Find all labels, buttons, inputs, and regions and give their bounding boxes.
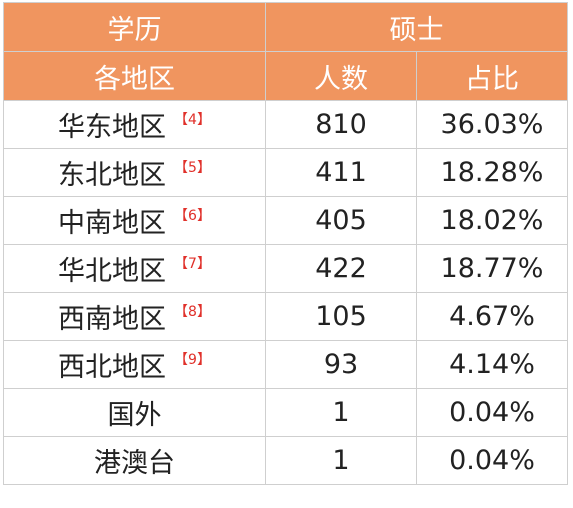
region-name: 华东地区 — [58, 112, 167, 143]
reference-marker: 【4】 — [174, 112, 211, 128]
table-row: 中南地区 【6】 405 18.02% — [3, 196, 568, 245]
count-cell: 405 — [265, 196, 417, 245]
reference-marker: 【6】 — [174, 208, 211, 224]
region-cell: 西南地区 【8】 — [3, 292, 266, 341]
table-row: 华东地区 【4】 810 36.03% — [3, 100, 568, 149]
count-cell: 411 — [265, 148, 417, 197]
count-cell: 1 — [265, 388, 417, 437]
percent-cell: 18.77% — [416, 244, 568, 293]
reference-marker: 【9】 — [174, 352, 211, 368]
region-name: 中南地区 — [58, 208, 167, 239]
percent-cell: 18.28% — [416, 148, 568, 197]
header-education-label: 学历 — [3, 2, 266, 52]
header-master-label: 硕士 — [265, 2, 568, 52]
count-cell: 105 — [265, 292, 417, 341]
reference-marker: 【7】 — [174, 256, 211, 272]
stats-table: 学历 硕士 各地区 人数 占比 华东地区 【4】 810 36.03% 东北地区【… — [3, 2, 568, 485]
count-cell: 810 — [265, 100, 417, 149]
region-cell: 中南地区 【6】 — [3, 196, 266, 245]
count-cell: 422 — [265, 244, 417, 293]
table-row: 西南地区 【8】 105 4.67% — [3, 292, 568, 341]
header-count-label: 人数 — [265, 51, 417, 101]
region-name: 西北地区 — [58, 352, 167, 383]
count-cell: 1 — [265, 436, 417, 485]
percent-cell: 0.04% — [416, 436, 568, 485]
region-cell: 国外 — [3, 388, 266, 437]
table-header: 学历 硕士 各地区 人数 占比 — [3, 2, 568, 101]
header-region-label: 各地区 — [3, 51, 266, 101]
reference-marker: 【5】 — [174, 160, 211, 176]
percent-cell: 18.02% — [416, 196, 568, 245]
region-name: 华北地区 — [58, 256, 167, 287]
region-name: 国外 — [107, 400, 162, 431]
region-name: 东北地区 — [58, 160, 167, 191]
table-row: 国外 1 0.04% — [3, 388, 568, 437]
table-row: 港澳台 1 0.04% — [3, 436, 568, 485]
table-row: 华北地区 【7】 422 18.77% — [3, 244, 568, 293]
percent-cell: 4.14% — [416, 340, 568, 389]
table-row: 东北地区 【5】 411 18.28% — [3, 148, 568, 197]
region-name: 西南地区 — [58, 304, 167, 335]
percent-cell: 4.67% — [416, 292, 568, 341]
region-cell: 东北地区 【5】 — [3, 148, 266, 197]
header-row-degree: 学历 硕士 — [3, 2, 568, 52]
header-percent-label: 占比 — [416, 51, 568, 101]
table-body: 华东地区 【4】 810 36.03% 东北地区 【5】 411 18.28% 中南… — [3, 100, 568, 485]
region-name: 港澳台 — [94, 448, 175, 479]
region-cell: 华北地区 【7】 — [3, 244, 266, 293]
region-cell: 华东地区 【4】 — [3, 100, 266, 149]
percent-cell: 0.04% — [416, 388, 568, 437]
count-cell: 93 — [265, 340, 417, 389]
table-row: 西北地区 【9】 93 4.14% — [3, 340, 568, 389]
reference-marker: 【8】 — [174, 304, 211, 320]
region-cell: 港澳台 — [3, 436, 266, 485]
percent-cell: 36.03% — [416, 100, 568, 149]
header-row-columns: 各地区 人数 占比 — [3, 51, 568, 101]
region-cell: 西北地区 【9】 — [3, 340, 266, 389]
